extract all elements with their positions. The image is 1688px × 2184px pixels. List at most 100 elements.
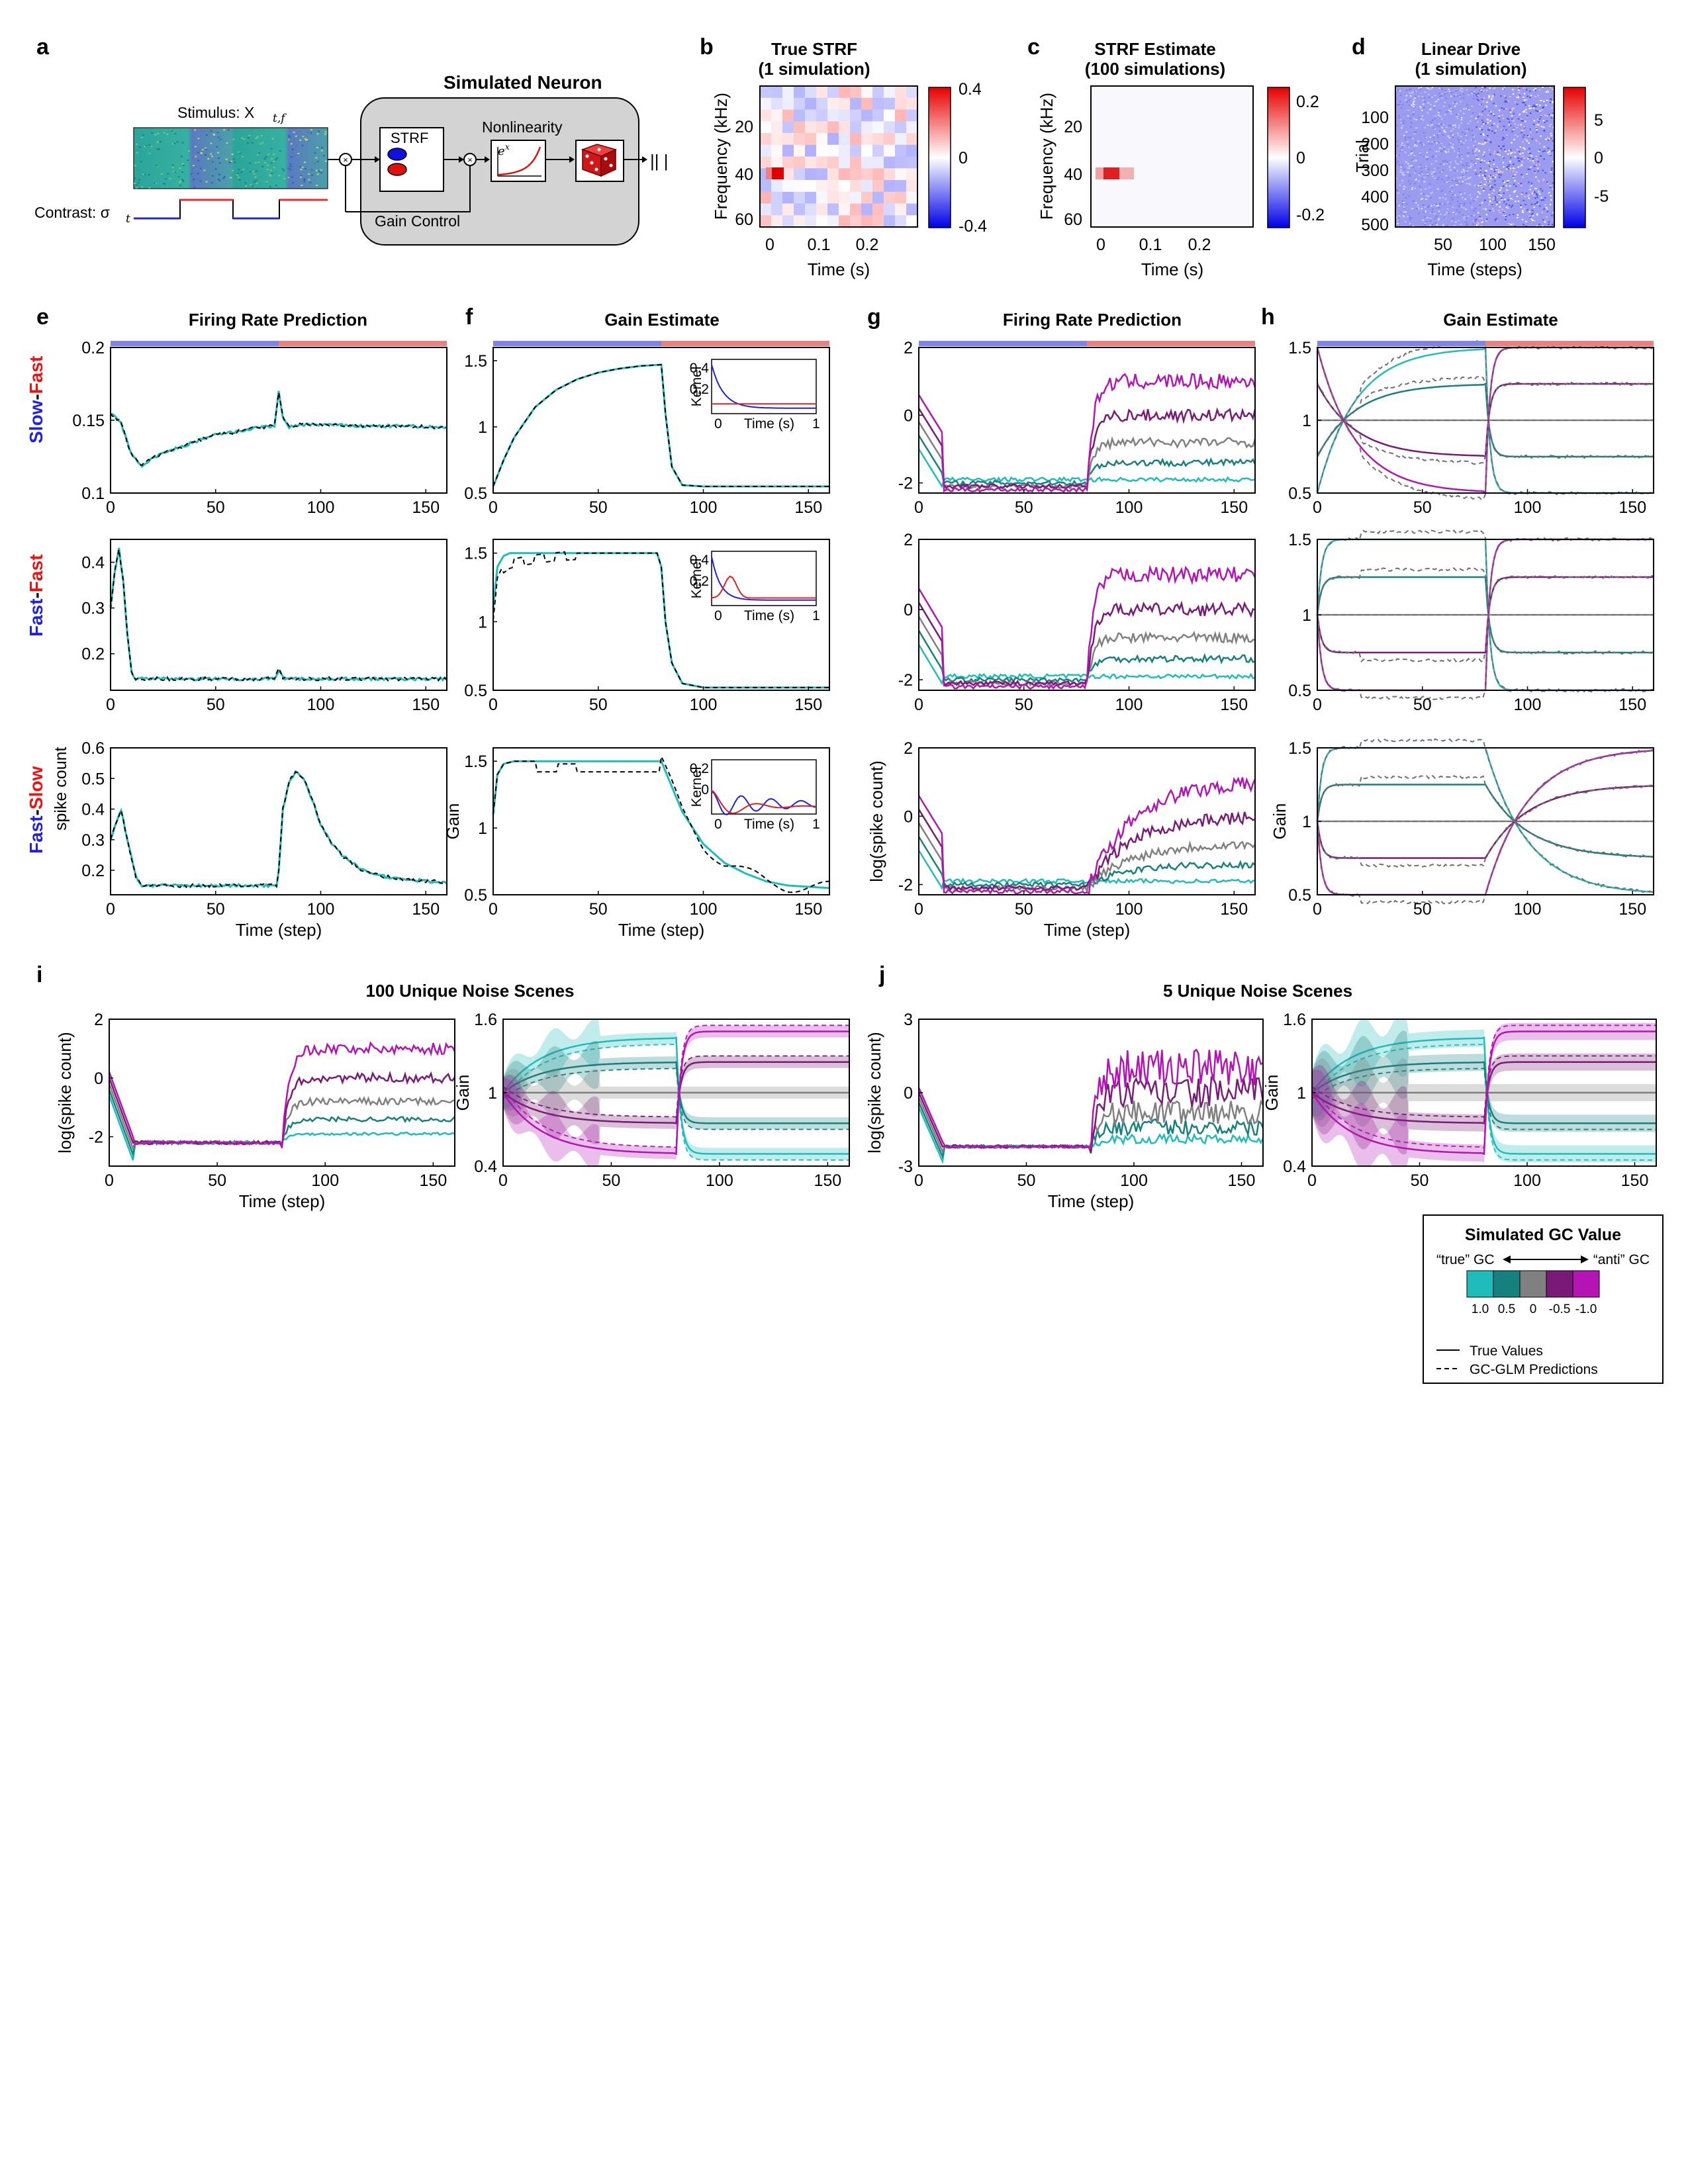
linear-drive-pixel [1540,135,1542,137]
linear-drive-pixel [1401,203,1404,205]
heatmap-b-cell [816,133,828,146]
stimulus-noise-pixel [182,165,185,166]
linear-drive-pixel [1527,158,1529,159]
cbar-c-1: 0.2 [1296,93,1319,111]
j-ytick: -3 [898,1158,913,1176]
linear-drive-pixel [1488,204,1490,206]
linear-drive-pixel [1539,110,1541,112]
panel-label-c: c [1027,34,1040,60]
linear-drive-pixel [1470,202,1472,204]
stimulus-noise-pixel [236,174,238,176]
linear-drive-pixel [1546,208,1548,210]
linear-drive-pixel [1442,197,1444,199]
cbar-c-3: -0.2 [1296,206,1325,224]
stimulus-noise-pixel [273,166,275,168]
linear-drive-pixel [1535,128,1538,130]
f-xtick: 150 [794,498,822,517]
linear-drive-pixel [1464,216,1466,218]
stimulus-noise-pixel [300,169,303,171]
linear-drive-pixel [1493,168,1495,170]
heatmap-c [1090,85,1254,228]
linear-drive-pixel [1469,194,1472,196]
stimulus-noise-pixel [242,156,244,158]
linear-drive-pixel [1467,155,1469,157]
linear-drive-pixel [1526,134,1529,136]
stimulus-noise-pixel [169,177,171,179]
linear-drive-pixel [1478,150,1480,152]
h-ytick: 1 [1302,606,1311,625]
g-xlabel: Time (step) [1044,920,1131,940]
heatmap-b-cell [782,156,794,169]
heatmap-b-cell [839,144,851,158]
linear-drive-pixel [1503,145,1505,147]
linear-drive-pixel [1552,140,1554,142]
linear-drive-pixel [1542,86,1544,88]
stimulus-noise-pixel [205,181,208,183]
j-gain-band [1312,1053,1656,1155]
linear-drive-pixel [1415,90,1417,92]
linear-drive-pixel [1524,120,1526,122]
stimulus-noise-pixel [157,140,160,142]
heatmap-b-cell [816,109,828,122]
stimulus-noise-pixel [205,148,207,150]
linear-drive-pixel [1499,189,1501,191]
h-xtick: 100 [1514,696,1542,714]
i-true-gain-line [502,1030,849,1156]
linear-drive-pixel [1487,181,1489,183]
linear-drive-pixel [1522,156,1524,157]
linear-drive-pixel [1468,167,1470,169]
linear-drive-pixel [1491,96,1493,98]
linear-drive-pixel [1522,176,1524,178]
heatmap-b-cell [839,191,851,205]
stimulus-noise-pixel [192,165,195,167]
heatmap-b-cell [884,121,896,134]
linear-drive-pixel [1545,138,1547,140]
linear-drive-pixel [1526,99,1528,101]
linear-drive-pixel [1510,149,1512,151]
linear-drive-pixel [1460,177,1462,179]
linear-drive-pixel [1409,99,1411,101]
linear-drive-pixel [1413,160,1415,162]
h-ytick: 1 [1302,813,1311,831]
linear-drive-pixel [1472,164,1474,165]
linear-drive-pixel [1423,132,1425,134]
linear-drive-pixel [1399,101,1401,103]
stimulus-noise-pixel [141,186,144,188]
linear-drive-pixel [1491,124,1493,126]
heatmap-b-cell [850,97,862,111]
linear-drive-pixel [1426,152,1429,154]
linear-drive-pixel [1497,126,1499,128]
linear-drive-pixel [1459,203,1462,205]
linear-drive-pixel [1460,87,1462,89]
stimulus-noise-pixel [244,182,247,184]
linear-drive-pixel [1493,210,1495,212]
heatmap-b-cell [805,191,817,205]
linear-drive-pixel [1441,97,1443,99]
linear-drive-pixel [1463,170,1466,172]
linear-drive-pixel [1435,204,1437,206]
linear-drive-pixel [1473,210,1476,212]
linear-drive-pixel [1517,216,1519,218]
linear-drive-pixel [1456,156,1458,158]
linear-drive-pixel [1507,153,1509,155]
j-xtick: 0 [914,1171,923,1190]
linear-drive-pixel [1500,171,1502,173]
linear-drive-pixel [1470,197,1472,199]
stimulus-noise-pixel [269,169,272,171]
stimulus-noise-pixel [218,162,221,164]
g-ytick: 0 [904,807,913,826]
linear-drive-pixel [1523,102,1525,104]
linear-drive-pixel [1403,120,1405,122]
linear-drive-pixel [1534,95,1536,97]
linear-drive-pixel [1523,96,1524,98]
linear-drive-pixel [1496,204,1498,206]
linear-drive-pixel [1418,180,1420,182]
ytick-b-1: 20 [735,118,753,136]
stimulus-noise-pixel [207,158,210,159]
linear-drive-pixel [1431,171,1433,173]
i-true-gain-line [502,1061,849,1124]
heatmap-b-cell [884,168,896,181]
linear-drive-pixel [1405,131,1407,133]
linear-drive-pixel [1518,89,1520,91]
linear-drive-pixel [1522,120,1524,122]
